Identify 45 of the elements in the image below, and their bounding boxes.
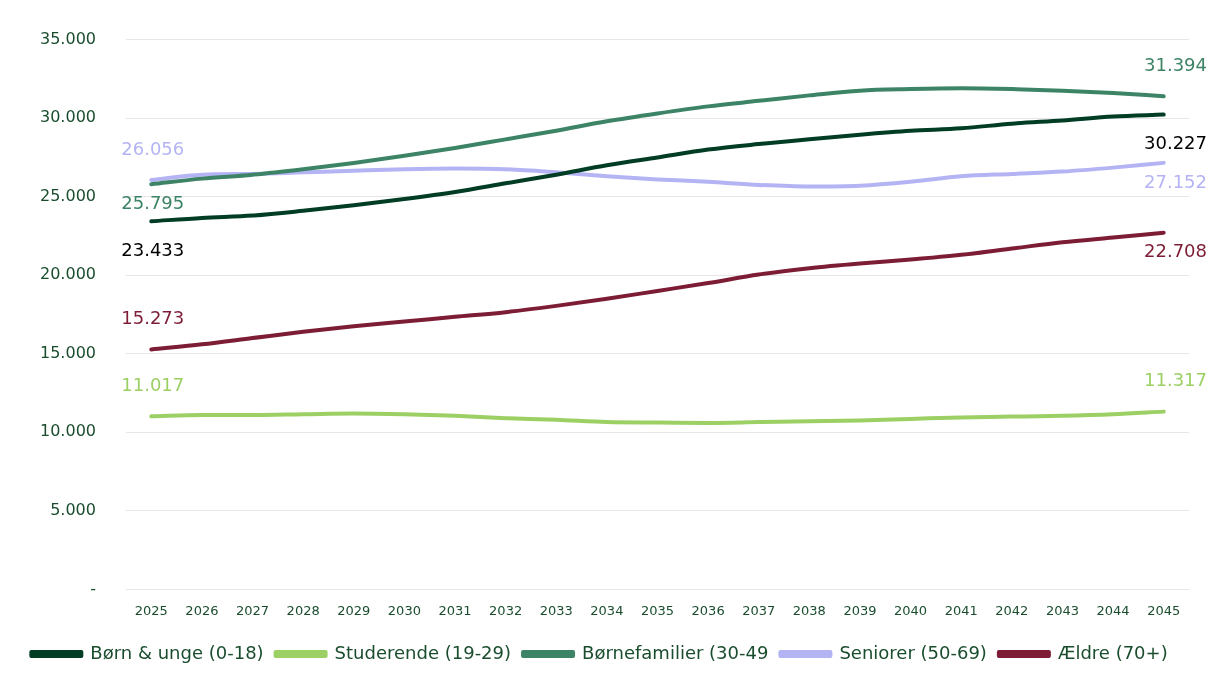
data-label: 23.433: [121, 238, 185, 260]
x-tick-label: 2035: [640, 602, 675, 618]
data-label: 15.273: [121, 307, 185, 329]
x-tick-label: 2044: [1096, 602, 1130, 618]
data-label: 25.795: [121, 191, 185, 213]
y-tick-label: 35.000: [40, 28, 96, 48]
x-tick-label: 2040: [894, 602, 928, 618]
x-tick-label: 2027: [235, 602, 270, 618]
y-tick-label: 15.000: [40, 342, 96, 362]
data-label: 26.056: [121, 137, 185, 159]
data-label: 22.708: [1144, 240, 1207, 262]
x-tick-label: 2042: [995, 602, 1029, 618]
y-tick-label: 20.000: [40, 264, 96, 284]
legend-label: Ældre (70+): [1057, 641, 1168, 663]
legend-label: Studerende (19-29): [334, 641, 512, 663]
x-tick-label: 2041: [944, 602, 978, 618]
x-tick-label: 2038: [792, 602, 826, 618]
y-tick-label: 5.000: [50, 500, 96, 520]
data-label: 11.317: [1144, 369, 1207, 391]
data-label: 30.227: [1144, 132, 1207, 154]
legend-label: Børn & unge (0-18): [90, 641, 264, 663]
y-tick-label: 25.000: [40, 185, 96, 205]
line-series: [149, 409, 1166, 425]
x-tick-label: 2026: [185, 602, 219, 618]
x-tick-label: 2036: [691, 602, 725, 618]
data-label: 11.017: [121, 374, 185, 396]
x-tick-label: 2029: [337, 602, 371, 618]
x-tick-label: 2034: [590, 602, 624, 618]
data-label: 27.152: [1144, 170, 1207, 192]
y-tick-label: 30.000: [40, 107, 96, 127]
x-tick-label: 2045: [1147, 602, 1181, 618]
y-tick-label: 10.000: [40, 421, 96, 441]
x-tick-label: 2037: [742, 602, 776, 618]
x-tick-label: 2031: [438, 602, 472, 618]
legend-label: Børnefamilier (30-49: [582, 641, 769, 663]
x-tick-label: 2025: [134, 602, 168, 618]
legend-label: Seniorer (50-69): [839, 641, 987, 663]
x-tick-label: 2032: [489, 602, 523, 618]
x-tick-label: 2033: [539, 602, 573, 618]
x-tick-label: 2039: [843, 602, 877, 618]
x-tick-label: 2043: [1045, 602, 1079, 618]
x-tick-label: 2028: [286, 602, 320, 618]
x-tick-label: 2030: [387, 602, 421, 618]
y-tick-label: -: [90, 578, 96, 598]
data-label: 31.394: [1144, 53, 1207, 75]
